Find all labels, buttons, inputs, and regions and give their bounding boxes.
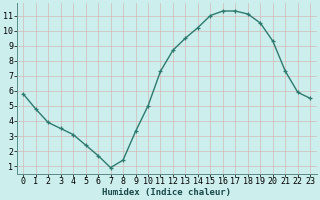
X-axis label: Humidex (Indice chaleur): Humidex (Indice chaleur): [102, 188, 231, 197]
